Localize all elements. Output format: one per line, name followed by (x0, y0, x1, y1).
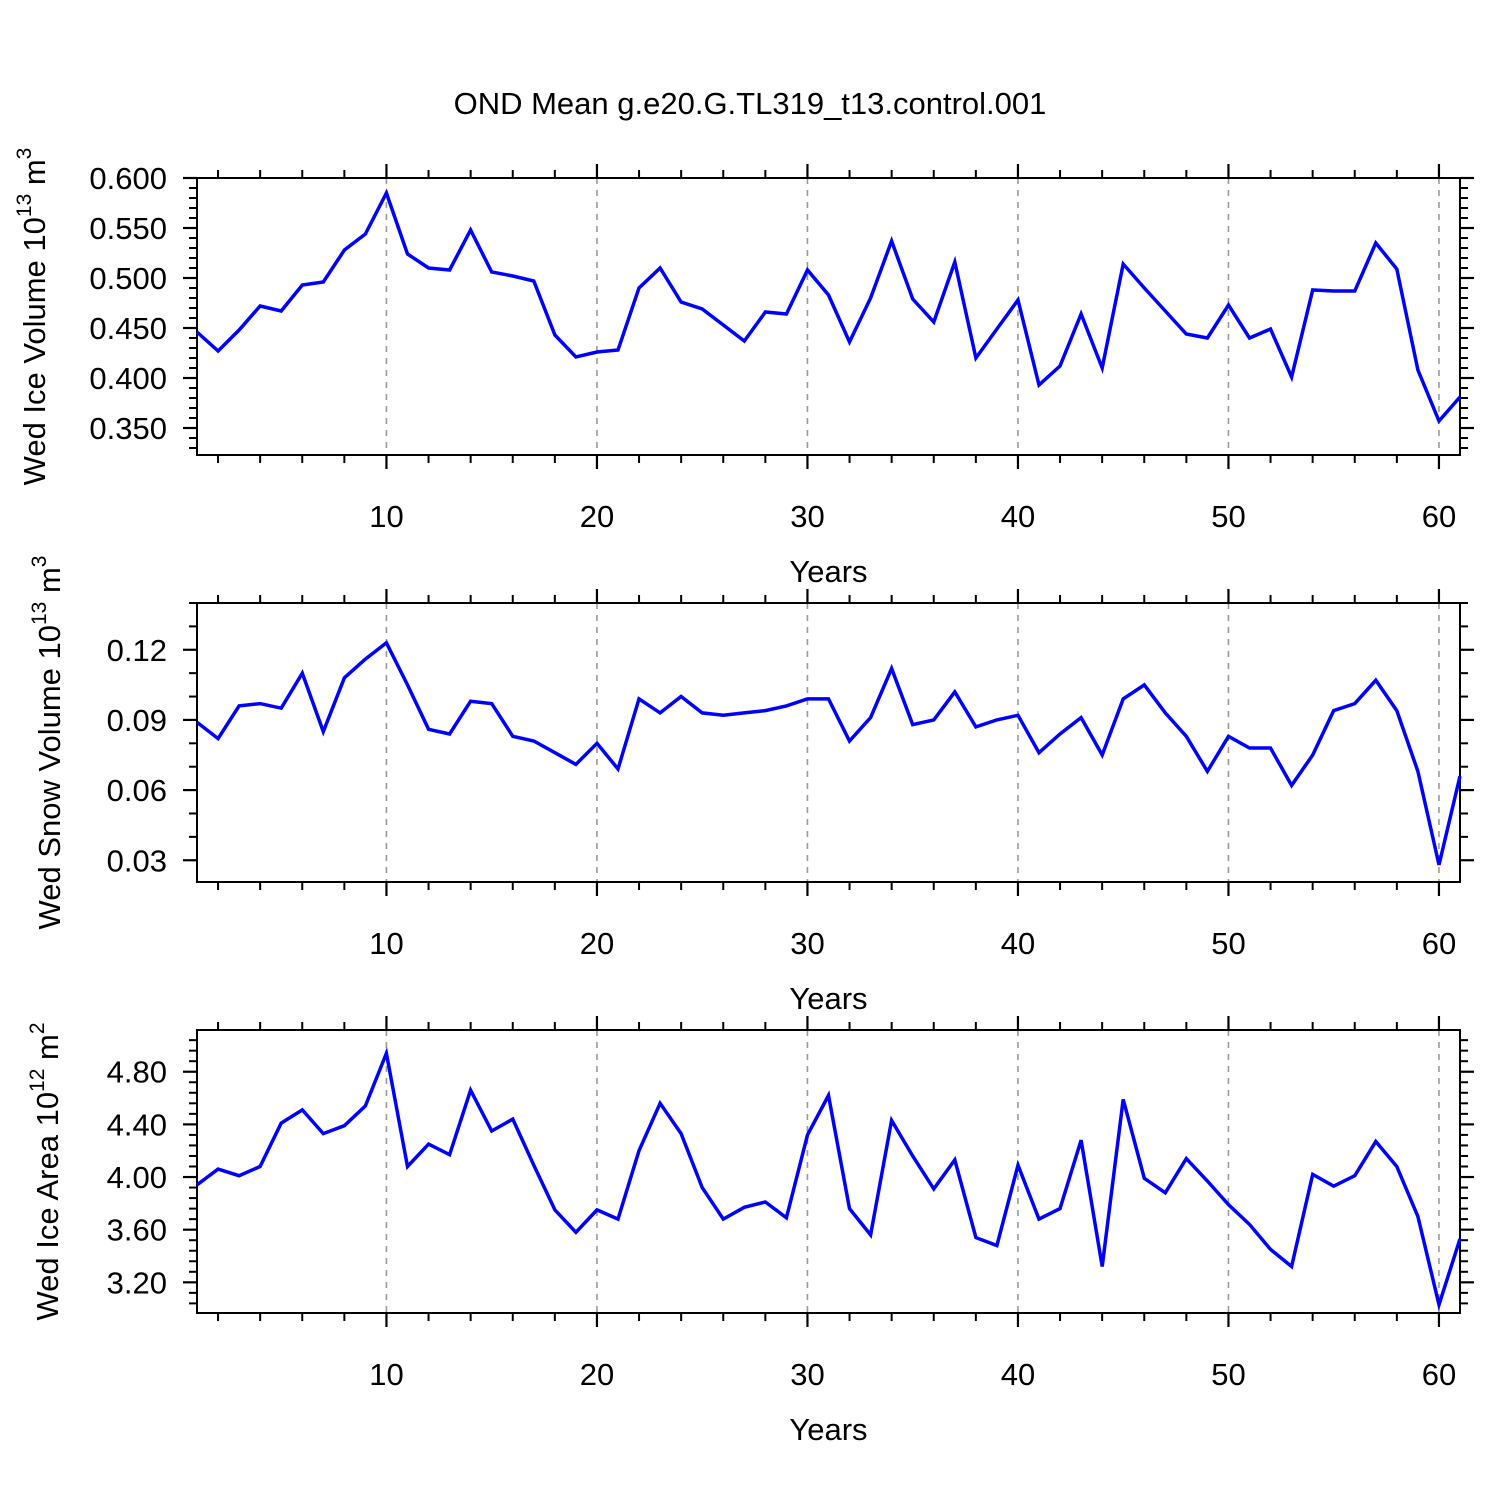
series-line (195, 640, 1462, 866)
x-tick-label: 60 (1422, 1357, 1456, 1392)
panel-wed-ice-volume: 10 20 30 40 50 60 0.350 0.400 0.450 0.500 0.550 0.6… (13, 148, 1474, 589)
y-tick-label: 4.00 (107, 1160, 167, 1195)
y-tick-label: 0.09 (107, 703, 167, 738)
y-tick-label: 0.06 (107, 773, 167, 808)
x-tick-label: 30 (790, 926, 824, 961)
x-tick-label: 60 (1422, 926, 1456, 961)
x-tick-label: 40 (1001, 926, 1035, 961)
figure-title: OND Mean g.e20.G.TL319_t13.control.001 (453, 86, 1047, 121)
x-tick-label: 20 (580, 926, 614, 961)
y-tick-label: 0.12 (107, 633, 167, 668)
x-axis-title: Years (789, 981, 867, 1016)
panel-wed-snow-volume: 10 20 30 40 50 60 0.03 0.06 0.09 0.12 Years Wed Sno… (28, 556, 1474, 1016)
x-tick-label: 10 (369, 926, 403, 961)
x-tick-label: 20 (580, 499, 614, 534)
x-tick-label: 20 (580, 1357, 614, 1392)
y-tick-label: 4.40 (107, 1107, 167, 1142)
y-tick-label: 0.500 (89, 261, 167, 296)
y-tick-label: 0.400 (89, 361, 167, 396)
x-tick-label: 50 (1211, 499, 1245, 534)
series-line (195, 188, 1462, 425)
y-axis-title: Wed Ice Area 1012 m2 (26, 1022, 65, 1320)
x-tick-label: 10 (369, 499, 403, 534)
plot-border (196, 177, 1461, 456)
y-axis-title: Wed Ice Volume 1013 m3 (13, 148, 52, 486)
x-tick-label: 40 (1001, 1357, 1035, 1392)
x-tick-label: 10 (369, 1357, 403, 1392)
y-tick-label: 4.80 (107, 1055, 167, 1090)
y-tick-label: 0.600 (89, 161, 167, 196)
plot-border (196, 1029, 1461, 1314)
x-tick-label: 30 (790, 499, 824, 534)
y-tick-label: 0.550 (89, 211, 167, 246)
x-axis-title: Years (789, 554, 867, 589)
x-tick-label: 30 (790, 1357, 824, 1392)
y-tick-label: 3.20 (107, 1265, 167, 1300)
x-axis-title: Years (789, 1412, 867, 1447)
x-tick-label: 50 (1211, 1357, 1245, 1392)
x-tick-label: 40 (1001, 499, 1035, 534)
y-tick-label: 0.03 (107, 843, 167, 878)
series-line (195, 1047, 1462, 1312)
x-tick-label: 60 (1422, 499, 1456, 534)
y-tick-label: 0.350 (89, 411, 167, 446)
x-tick-label: 50 (1211, 926, 1245, 961)
y-axis-title: Wed Snow Volume 1013 m3 (28, 556, 67, 930)
y-tick-label: 0.450 (89, 311, 167, 346)
y-tick-label: 3.60 (107, 1213, 167, 1248)
panel-wed-ice-area: 10 20 30 40 50 60 3.20 3.60 4.00 4.40 4.80 Years Wed… (26, 1016, 1474, 1447)
